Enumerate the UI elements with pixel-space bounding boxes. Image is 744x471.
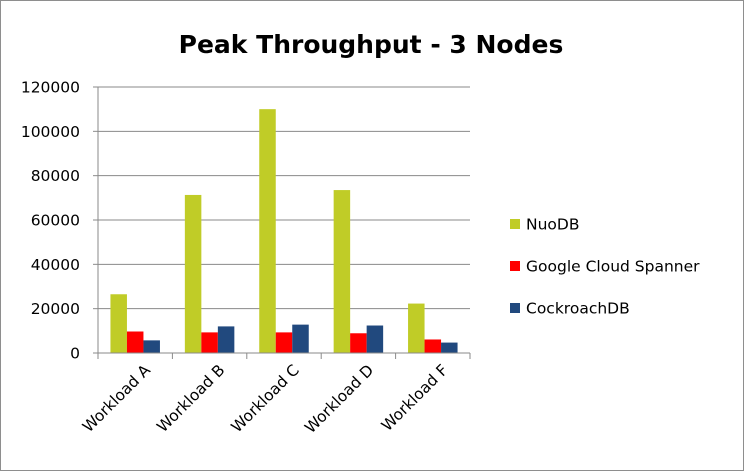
bar-cockroachdb [366, 325, 384, 353]
x-tick-label: Workload D [301, 361, 377, 437]
legend-swatch [510, 303, 520, 313]
x-tick-label: Workload F [378, 361, 452, 435]
legend: NuoDB Google Cloud Spanner CockroachDB [510, 216, 700, 318]
chart-title: Peak Throughput - 3 Nodes [179, 30, 564, 59]
gridlines [98, 86, 470, 310]
axes [93, 86, 471, 359]
bar-google-cloud-spanner [201, 332, 218, 353]
y-tick-label: 80000 [31, 167, 80, 185]
bar-nuodb [333, 190, 351, 353]
legend-label: Google Cloud Spanner [526, 258, 700, 276]
bars [110, 109, 458, 354]
bar-google-cloud-spanner [350, 333, 367, 353]
y-tick-label: 100000 [21, 123, 80, 141]
legend-label: CockroachDB [526, 300, 630, 318]
y-tick-label: 20000 [31, 300, 80, 318]
legend-swatch [510, 261, 520, 271]
bar-nuodb [259, 109, 276, 354]
x-tick-label: Workload B [154, 361, 229, 436]
bar-nuodb [110, 294, 127, 353]
legend-label: NuoDB [526, 216, 579, 234]
x-tick-label: Workload A [79, 361, 154, 436]
y-tick-label: 120000 [21, 79, 80, 97]
bar-nuodb [184, 194, 202, 353]
bar-google-cloud-spanner [275, 332, 293, 353]
y-tick-label: 40000 [31, 256, 80, 274]
bar-cockroachdb [217, 326, 235, 353]
y-tick-label: 0 [70, 345, 80, 363]
bar-google-cloud-spanner [424, 339, 442, 353]
legend-swatch [510, 219, 520, 229]
bar-google-cloud-spanner [126, 331, 144, 353]
bar-cockroachdb [143, 340, 160, 353]
x-tick-label: Workload C [228, 361, 303, 436]
bar-cockroachdb [441, 342, 458, 353]
y-axis-ticks: 0 20000 40000 60000 80000 100000 120000 [21, 79, 80, 363]
bar-nuodb [408, 303, 425, 353]
bar-cockroachdb [292, 324, 309, 353]
y-tick-label: 60000 [31, 212, 80, 230]
